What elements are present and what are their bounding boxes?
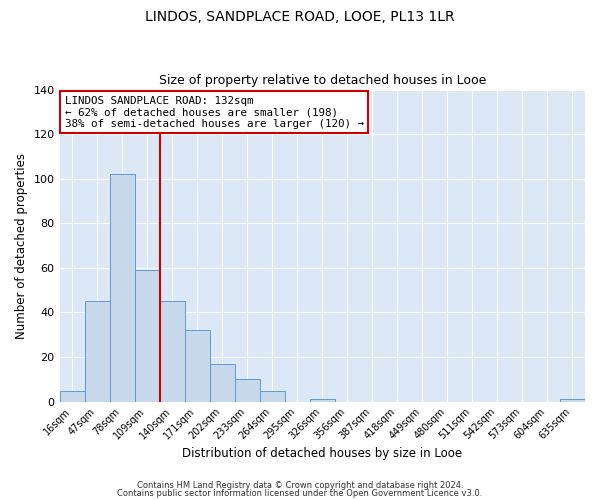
Bar — [160, 302, 185, 402]
Bar — [85, 302, 110, 402]
Title: Size of property relative to detached houses in Looe: Size of property relative to detached ho… — [158, 74, 486, 87]
Bar — [134, 270, 160, 402]
Bar — [59, 390, 85, 402]
Bar — [209, 364, 235, 402]
Bar — [185, 330, 209, 402]
Text: Contains HM Land Registry data © Crown copyright and database right 2024.: Contains HM Land Registry data © Crown c… — [137, 481, 463, 490]
Bar — [260, 390, 285, 402]
Bar — [560, 400, 585, 402]
X-axis label: Distribution of detached houses by size in Looe: Distribution of detached houses by size … — [182, 447, 463, 460]
Text: Contains public sector information licensed under the Open Government Licence v3: Contains public sector information licen… — [118, 488, 482, 498]
Bar — [310, 400, 335, 402]
Bar — [235, 380, 260, 402]
Y-axis label: Number of detached properties: Number of detached properties — [15, 152, 28, 338]
Bar — [110, 174, 134, 402]
Text: LINDOS, SANDPLACE ROAD, LOOE, PL13 1LR: LINDOS, SANDPLACE ROAD, LOOE, PL13 1LR — [145, 10, 455, 24]
Text: LINDOS SANDPLACE ROAD: 132sqm
← 62% of detached houses are smaller (198)
38% of : LINDOS SANDPLACE ROAD: 132sqm ← 62% of d… — [65, 96, 364, 129]
